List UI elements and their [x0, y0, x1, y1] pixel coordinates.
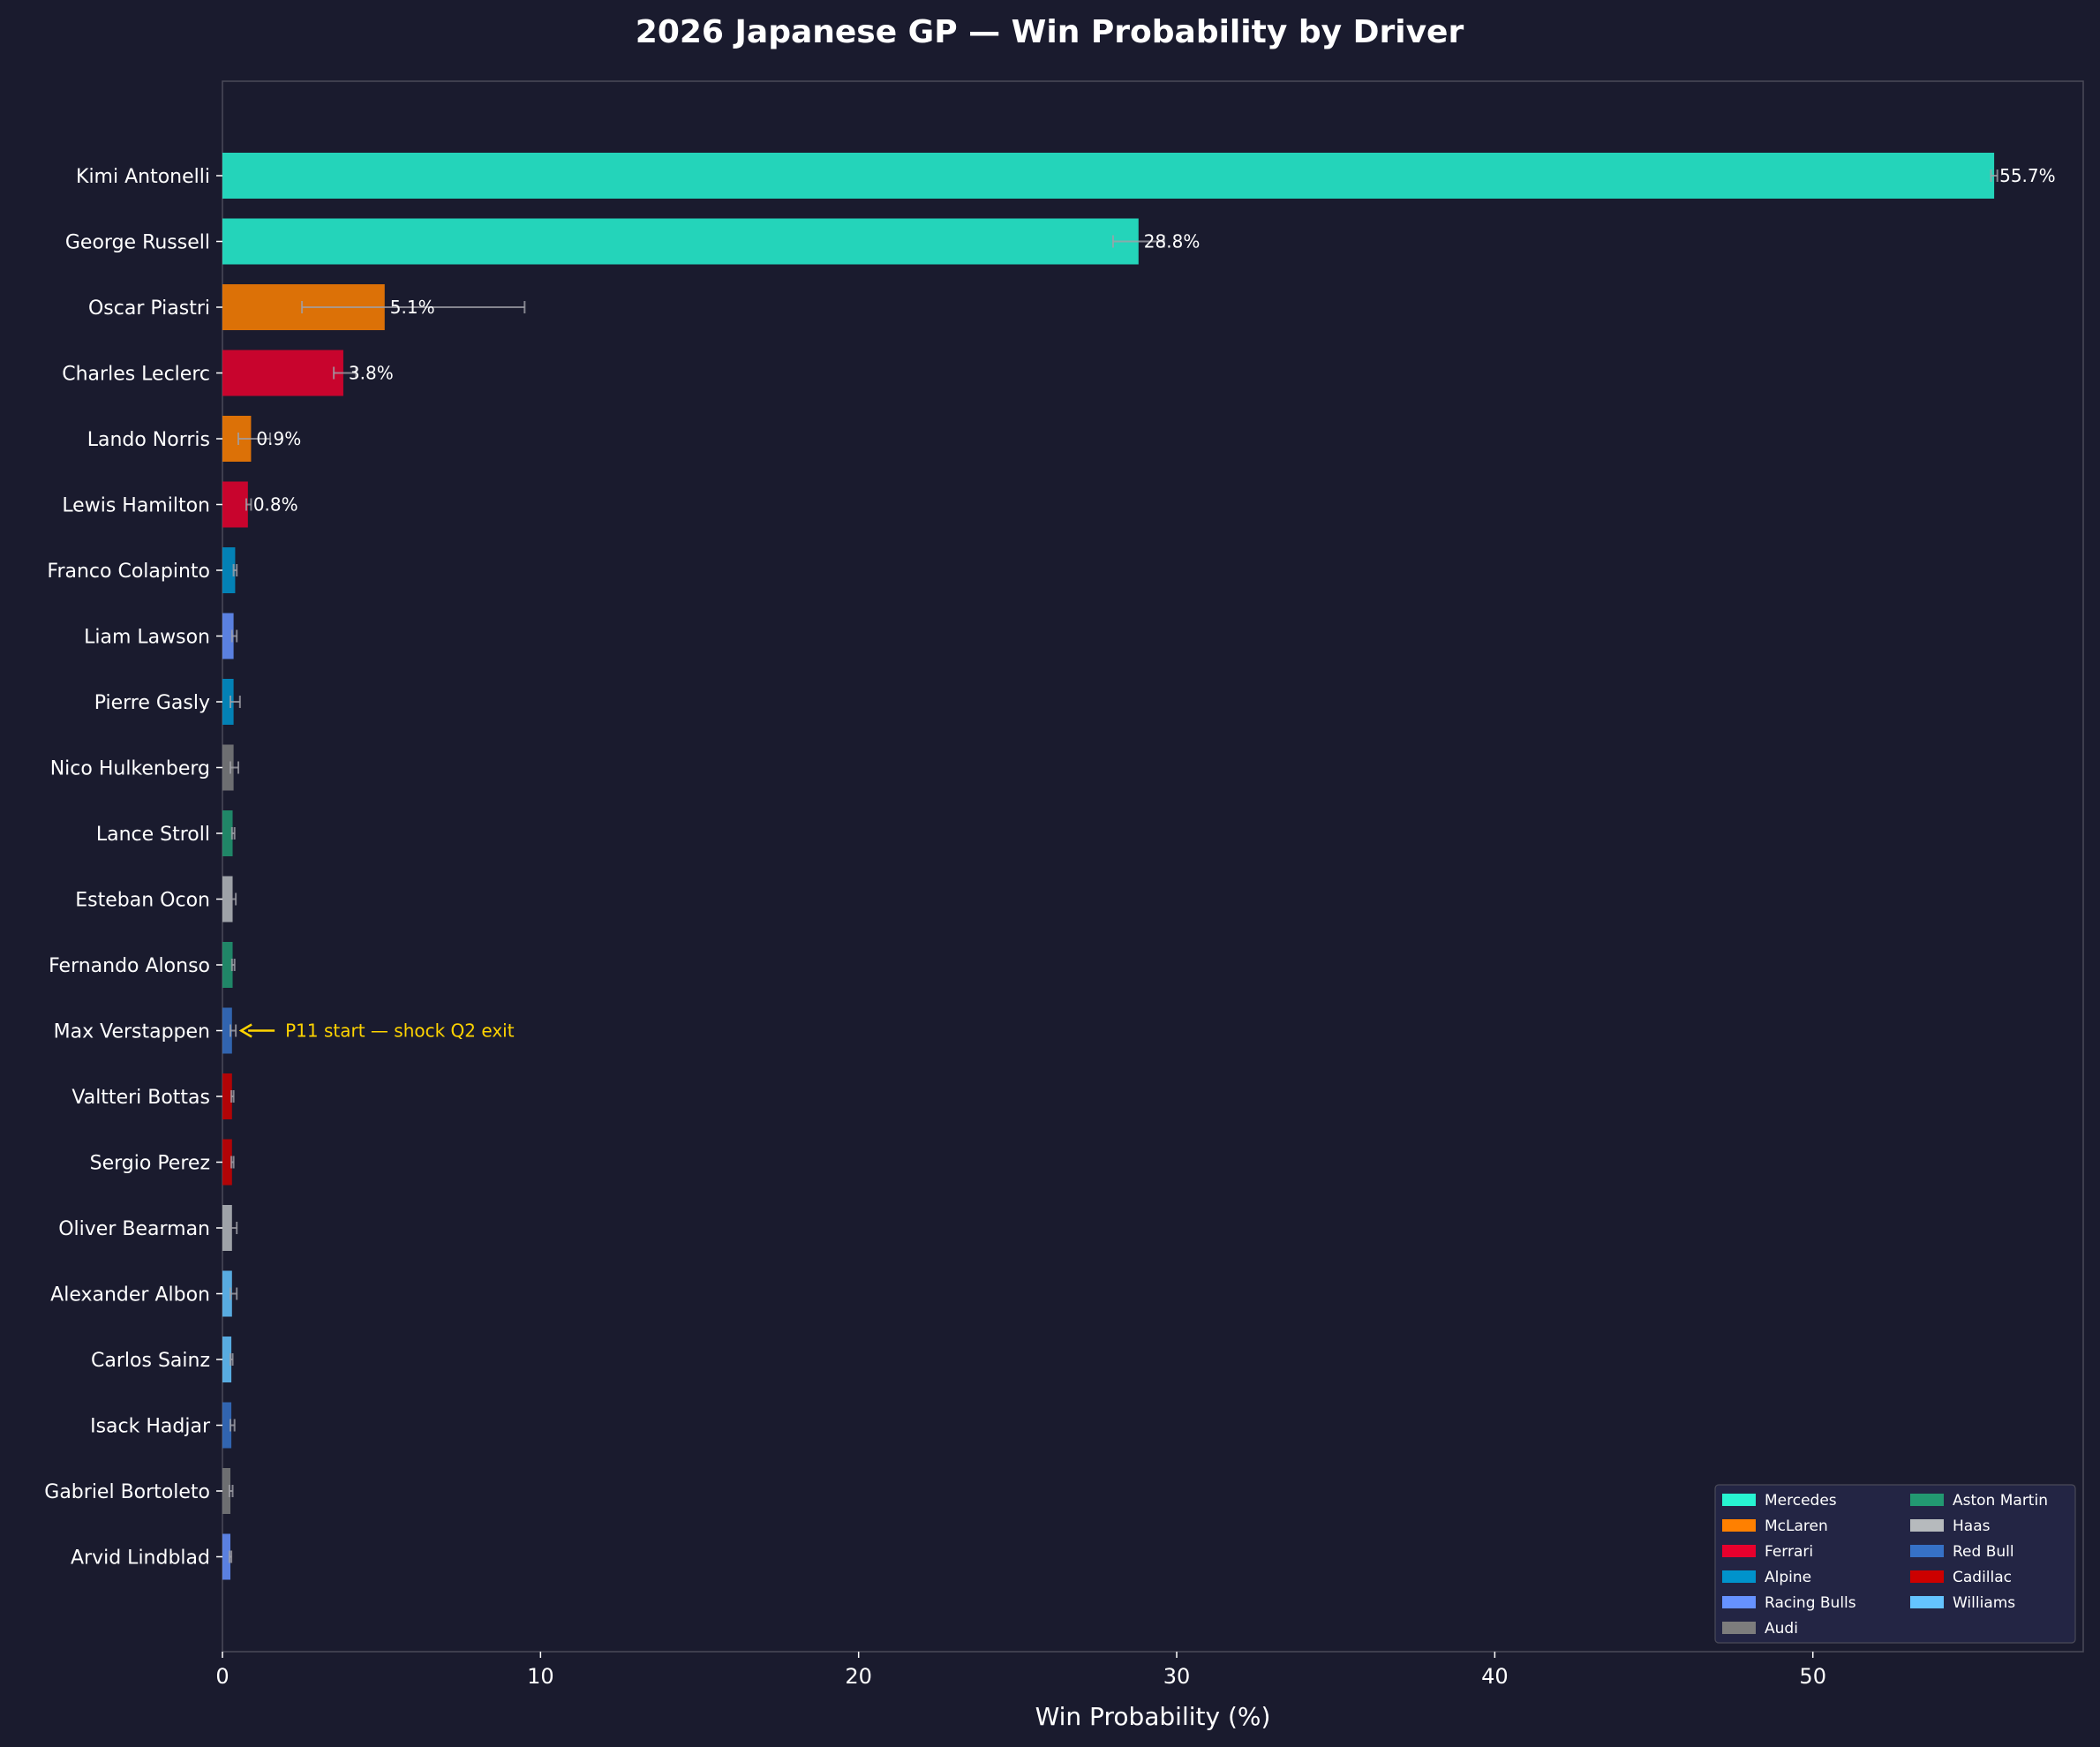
chart-title: 2026 Japanese GP — Win Probability by Dr…	[636, 14, 1464, 50]
bar-lance-stroll	[222, 810, 233, 856]
bar-liam-lawson	[222, 613, 234, 659]
x-tick-label: 30	[1163, 1664, 1191, 1689]
y-tick-label-pierre-gasly: Pierre Gasly	[94, 692, 210, 714]
y-tick-label-sergio-perez: Sergio Perez	[90, 1153, 210, 1175]
legend-label-red-bull: Red Bull	[1953, 1543, 2014, 1561]
bar-kimi-antonelli	[222, 153, 1995, 199]
bar-pierre-gasly	[222, 679, 234, 725]
legend-swatch-alpine	[1722, 1570, 1756, 1583]
legend-swatch-mclaren	[1722, 1519, 1756, 1532]
x-tick-label: 20	[845, 1664, 872, 1689]
y-tick-label-lance-stroll: Lance Stroll	[96, 824, 210, 846]
bar-isack-hadjar	[222, 1402, 232, 1449]
annotation-arrow-head	[238, 1023, 252, 1038]
value-label-kimi-antonelli: 55.7%	[1999, 165, 2056, 186]
bar-arvid-lindblad	[222, 1533, 231, 1580]
y-tick-label-arvid-lindblad: Arvid Lindblad	[71, 1547, 210, 1570]
labels-layer: 55.7% 28.8% 5.1% 3.8% 0.9% 0.8%	[253, 165, 2056, 516]
x-tick-label: 10	[527, 1664, 554, 1689]
bars-layer	[222, 153, 1998, 1580]
bar-esteban-ocon	[222, 876, 233, 922]
bar-charles-leclerc	[222, 350, 343, 396]
y-tick-label-nico-hulkenberg: Nico Hulkenberg	[50, 758, 210, 780]
y-tick-label-isack-hadjar: Isack Hadjar	[90, 1416, 211, 1438]
y-tick-label-oliver-bearman: Oliver Bearman	[58, 1218, 210, 1240]
bar-max-verstappen	[222, 1007, 232, 1054]
x-tick-label: 40	[1481, 1664, 1509, 1689]
bar-george-russell	[222, 218, 1139, 265]
value-label-lewis-hamilton: 0.8%	[253, 494, 298, 516]
y-tick-label-charles-leclerc: Charles Leclerc	[62, 364, 210, 386]
y-tick-label-george-russell: George Russell	[65, 232, 210, 254]
bar-sergio-perez	[222, 1139, 232, 1186]
legend-swatch-haas	[1910, 1519, 1944, 1532]
y-tick-label-max-verstappen: Max Verstappen	[54, 1021, 210, 1043]
plot-area-frame	[222, 80, 2084, 1653]
y-tick-label-lewis-hamilton: Lewis Hamilton	[62, 495, 210, 517]
legend-swatch-williams	[1910, 1596, 1944, 1608]
y-tick-label-lando-norris: Lando Norris	[87, 429, 210, 451]
bar-lewis-hamilton	[222, 481, 248, 528]
legend-swatch-mercedes	[1722, 1494, 1756, 1506]
bar-valtteri-bottas	[222, 1073, 232, 1119]
value-label-oscar-piastri: 5.1%	[390, 297, 435, 318]
annotation-layer: P11 start — shock Q2 exit	[238, 1020, 515, 1042]
legend-swatch-ferrari	[1722, 1545, 1756, 1557]
bar-gabriel-bortoleto	[222, 1468, 231, 1514]
legend: Mercedes McLaren Ferrari Alpine Racing Bulls…	[1714, 1484, 2076, 1644]
axes-layer: Kimi Antonelli George Russell Oscar Piastr…	[44, 166, 1826, 1689]
y-tick-label-liam-lawson: Liam Lawson	[84, 627, 210, 649]
value-label-george-russell: 28.8%	[1144, 231, 1201, 252]
bar-alexander-albon	[222, 1270, 232, 1317]
legend-label-mercedes: Mercedes	[1765, 1492, 1837, 1510]
y-tick-label-fernando-alonso: Fernando Alonso	[49, 955, 210, 977]
legend-label-ferrari: Ferrari	[1765, 1543, 1813, 1561]
y-tick-label-alexander-albon: Alexander Albon	[50, 1284, 210, 1306]
y-tick-label-kimi-antonelli: Kimi Antonelli	[76, 166, 210, 188]
legend-label-williams: Williams	[1953, 1594, 2015, 1612]
y-tick-label-oscar-piastri: Oscar Piastri	[88, 297, 210, 320]
legend-swatch-audi	[1722, 1622, 1756, 1634]
y-tick-label-valtteri-bottas: Valtteri Bottas	[72, 1087, 210, 1109]
legend-box	[1714, 1484, 2076, 1644]
value-label-charles-leclerc: 3.8%	[349, 363, 394, 384]
legend-label-haas: Haas	[1953, 1517, 1991, 1535]
legend-swatch-racing-bulls	[1722, 1596, 1756, 1608]
legend-swatch-aston-martin	[1910, 1494, 1944, 1506]
bar-franco-colapinto	[222, 547, 236, 593]
legend-swatch-cadillac	[1910, 1570, 1944, 1583]
y-tick-label-franco-colapinto: Franco Colapinto	[47, 561, 210, 583]
value-label-lando-norris: 0.9%	[256, 428, 301, 449]
bar-oliver-bearman	[222, 1205, 232, 1251]
legend-label-aston-martin: Aston Martin	[1953, 1492, 2048, 1510]
x-tick-label: 0	[215, 1664, 229, 1689]
x-axis-label: Win Probability (%)	[1035, 1702, 1271, 1731]
x-tick-label: 50	[1799, 1664, 1826, 1689]
y-tick-label-gabriel-bortoleto: Gabriel Bortoleto	[44, 1481, 210, 1503]
legend-label-audi: Audi	[1765, 1620, 1798, 1638]
y-tick-label-carlos-sainz: Carlos Sainz	[91, 1350, 210, 1372]
bar-nico-hulkenberg	[222, 744, 234, 791]
annotation-text: P11 start — shock Q2 exit	[285, 1020, 515, 1042]
bar-carlos-sainz	[222, 1337, 232, 1382]
y-tick-label-esteban-ocon: Esteban Ocon	[75, 890, 210, 912]
bar-fernando-alonso	[222, 942, 233, 988]
legend-label-alpine: Alpine	[1765, 1569, 1811, 1586]
legend-label-mclaren: McLaren	[1765, 1517, 1828, 1535]
legend-label-cadillac: Cadillac	[1953, 1569, 2012, 1586]
legend-label-racing-bulls: Racing Bulls	[1765, 1594, 1856, 1612]
legend-swatch-red-bull	[1910, 1545, 1944, 1557]
